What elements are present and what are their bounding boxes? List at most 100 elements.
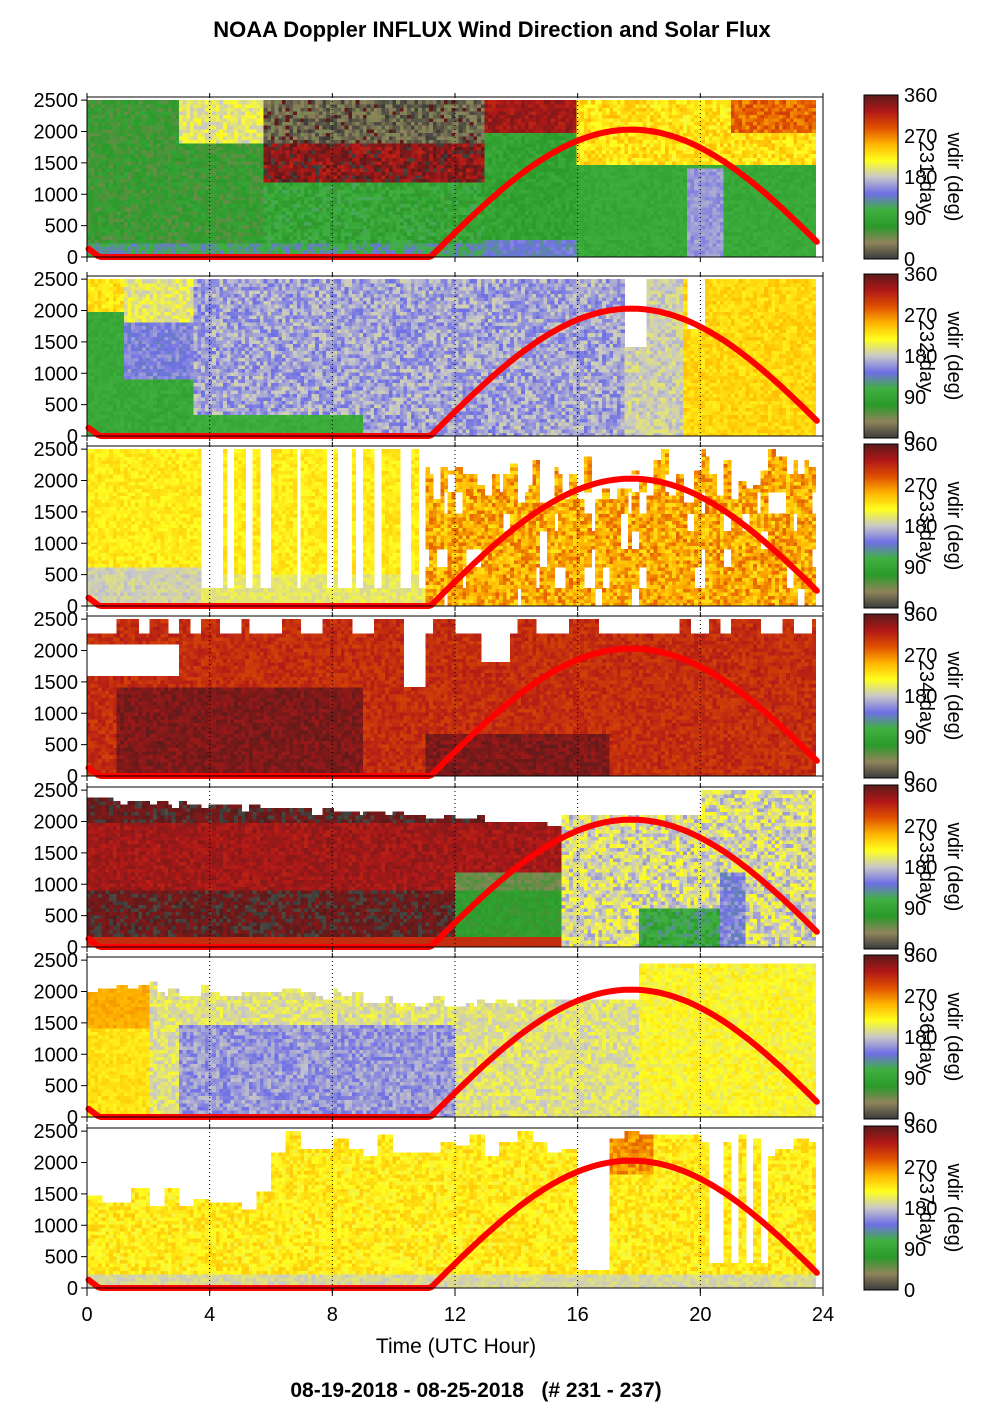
heatmap-cell (179, 129, 183, 133)
heatmap-cell (127, 207, 131, 211)
heatmap-cell (146, 125, 150, 129)
heatmap-cell (146, 139, 150, 143)
heatmap-cell (231, 107, 235, 111)
heatmap-cell (164, 211, 168, 215)
heatmap-cell (116, 154, 120, 158)
heatmap-cell (172, 239, 176, 243)
heatmap-cell (186, 211, 190, 215)
heatmap-cell (271, 146, 275, 150)
heatmap-cell (194, 161, 198, 165)
heatmap-cell (190, 136, 194, 140)
heatmap-cell (135, 171, 139, 175)
heatmap-cell (208, 189, 212, 193)
heatmap-cell (98, 200, 102, 204)
heatmap-cell (256, 107, 260, 111)
heatmap-cell (91, 221, 95, 225)
heatmap-cell (194, 175, 198, 179)
heatmap-cell (197, 136, 201, 140)
heatmap-cell (94, 189, 98, 193)
heatmap-cell (164, 146, 168, 150)
heatmap-cell (127, 193, 131, 197)
heatmap-cell (201, 189, 205, 193)
heatmap-cell (164, 232, 168, 236)
heatmap-cell (219, 150, 223, 154)
heatmap-cell (253, 218, 257, 222)
heatmap-cell (256, 182, 260, 186)
heatmap-cell (157, 236, 161, 240)
heatmap-cell (249, 111, 253, 115)
heatmap-cell (109, 118, 113, 122)
heatmap-cell (94, 100, 98, 104)
heatmap-cell (216, 161, 220, 165)
heatmap-cell (197, 182, 201, 186)
heatmap-cell (219, 225, 223, 229)
heatmap-cell (256, 186, 260, 190)
heatmap-cell (179, 182, 183, 186)
heatmap-cell (190, 207, 194, 211)
heatmap-cell (150, 122, 154, 126)
heatmap-cell (131, 143, 135, 147)
heatmap-cell (208, 164, 212, 168)
heatmap-cell (245, 239, 249, 243)
heatmap-cell (234, 154, 238, 158)
heatmap-cell (227, 132, 231, 136)
heatmap-cell (172, 228, 176, 232)
heatmap-cell (264, 161, 268, 165)
heatmap-cell (249, 161, 253, 165)
heatmap-cell (172, 189, 176, 193)
heatmap-cell (94, 114, 98, 118)
heatmap-cell (223, 143, 227, 147)
heatmap-cell (168, 218, 172, 222)
heatmap-cell (242, 157, 246, 161)
heatmap-cell (260, 239, 264, 243)
heatmap-cell (179, 204, 183, 208)
heatmap-cell (271, 214, 275, 218)
heatmap-cell (116, 243, 120, 247)
heatmap-cell (183, 214, 187, 218)
heatmap-cell (256, 175, 260, 179)
heatmap-cell (87, 122, 91, 126)
heatmap-cell (157, 182, 161, 186)
heatmap-cell (120, 125, 124, 129)
heatmap-cell (91, 232, 95, 236)
heatmap-cell (157, 221, 161, 225)
heatmap-cell (120, 122, 124, 126)
heatmap-cell (153, 196, 157, 200)
heatmap-cell (267, 196, 271, 200)
heatmap-cell (98, 139, 102, 143)
heatmap-cell (146, 143, 150, 147)
heatmap-cell (127, 186, 131, 190)
heatmap-cell (205, 139, 209, 143)
heatmap-cell (249, 179, 253, 183)
heatmap-cell (271, 186, 275, 190)
heatmap-cell (139, 246, 143, 250)
heatmap-cell (124, 136, 128, 140)
heatmap-cell (249, 132, 253, 136)
heatmap-cell (113, 139, 117, 143)
heatmap-cell (116, 132, 120, 136)
heatmap-cell (208, 221, 212, 225)
heatmap-cell (275, 136, 279, 140)
heatmap-cell (113, 125, 117, 129)
heatmap-cell (109, 125, 113, 129)
heatmap-cell (253, 207, 257, 211)
heatmap-cell (87, 129, 91, 133)
heatmap-cell (109, 161, 113, 165)
heatmap-cell (98, 193, 102, 197)
heatmap-cell (168, 122, 172, 126)
heatmap-cell (197, 200, 201, 204)
heatmap-cell (271, 161, 275, 165)
heatmap-cell (231, 221, 235, 225)
heatmap-cell (238, 154, 242, 158)
heatmap-cell (102, 204, 106, 208)
heatmap-cell (94, 225, 98, 229)
heatmap-cell (212, 111, 216, 115)
heatmap-cell (216, 139, 220, 143)
heatmap-cell (183, 161, 187, 165)
heatmap-cell (190, 122, 194, 126)
heatmap-cell (150, 139, 154, 143)
heatmap-cell (172, 193, 176, 197)
heatmap-cell (120, 107, 124, 111)
heatmap-cell (271, 139, 275, 143)
heatmap-cell (271, 189, 275, 193)
